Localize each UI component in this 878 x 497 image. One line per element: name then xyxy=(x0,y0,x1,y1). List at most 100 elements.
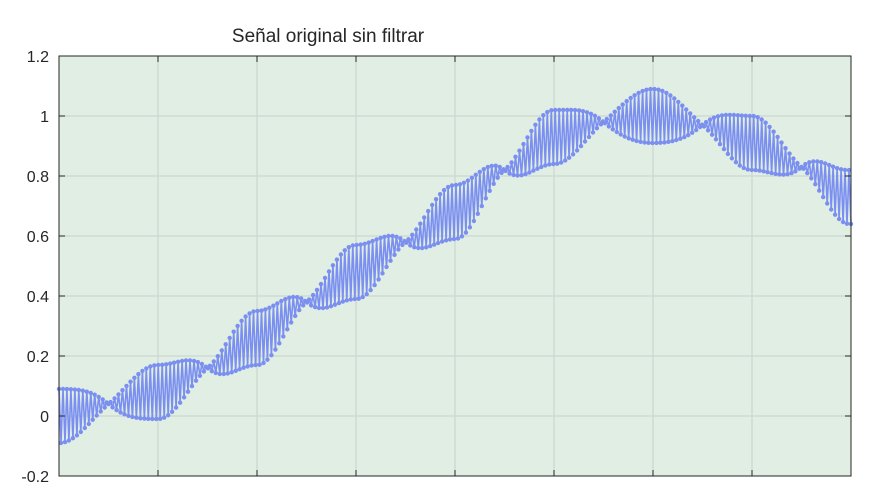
data-point xyxy=(836,216,842,222)
data-point xyxy=(370,238,375,244)
data-point xyxy=(281,334,286,339)
data-point xyxy=(90,417,95,422)
data-point xyxy=(318,281,324,287)
data-point xyxy=(74,433,80,438)
data-point xyxy=(523,171,528,177)
data-point xyxy=(844,221,850,226)
data-point xyxy=(340,299,345,304)
data-point xyxy=(543,163,548,168)
data-point xyxy=(565,107,570,113)
data-point xyxy=(491,181,496,186)
data-point xyxy=(308,303,314,308)
data-point xyxy=(721,146,727,152)
data-point xyxy=(670,138,675,144)
data-point xyxy=(330,263,336,268)
data-point xyxy=(128,379,133,384)
data-point xyxy=(110,405,115,410)
data-point xyxy=(187,358,193,363)
data-point xyxy=(676,99,681,105)
data-point xyxy=(213,370,218,376)
data-point xyxy=(656,87,661,92)
data-point xyxy=(92,392,97,397)
data-point xyxy=(279,298,284,304)
data-point xyxy=(229,370,234,375)
data-point xyxy=(320,305,326,311)
data-point xyxy=(834,166,840,171)
data-point xyxy=(513,154,518,159)
data-point xyxy=(201,369,207,374)
data-point xyxy=(553,107,558,113)
data-point xyxy=(162,415,167,420)
data-point xyxy=(364,292,369,297)
data-point xyxy=(727,112,733,118)
data-point xyxy=(725,151,731,157)
data-point xyxy=(773,171,778,177)
data-point xyxy=(297,307,302,313)
data-point xyxy=(545,109,550,115)
data-point xyxy=(805,170,810,176)
data-point xyxy=(809,176,814,181)
data-point xyxy=(535,166,540,171)
data-point xyxy=(777,172,782,177)
data-point xyxy=(509,160,514,165)
data-point xyxy=(803,162,808,167)
data-point xyxy=(459,234,465,239)
data-point xyxy=(134,415,139,420)
data-point xyxy=(674,137,679,143)
data-point xyxy=(70,436,76,441)
data-point xyxy=(640,88,645,94)
data-point xyxy=(62,439,68,445)
data-point xyxy=(568,107,574,113)
data-point xyxy=(273,347,278,352)
data-point xyxy=(616,105,621,111)
data-point xyxy=(293,313,298,319)
data-point xyxy=(191,358,197,364)
data-point xyxy=(465,178,471,183)
data-point xyxy=(795,160,800,166)
data-point xyxy=(126,413,131,418)
data-point xyxy=(410,232,415,237)
data-point xyxy=(541,113,546,118)
plot-frame xyxy=(58,55,852,477)
data-point xyxy=(275,301,280,306)
data-point xyxy=(479,203,484,209)
series-line xyxy=(56,86,854,446)
data-point xyxy=(185,389,191,394)
data-point xyxy=(572,107,578,113)
data-point xyxy=(507,171,512,176)
data-point xyxy=(815,159,820,164)
data-point xyxy=(316,305,322,311)
data-point xyxy=(328,304,334,309)
data-point xyxy=(610,127,615,132)
data-point xyxy=(283,297,288,302)
data-point xyxy=(485,164,490,170)
data-point xyxy=(779,140,784,145)
data-point xyxy=(620,102,625,107)
data-point xyxy=(408,243,413,248)
data-point xyxy=(58,440,64,446)
data-point xyxy=(108,399,113,405)
data-point xyxy=(368,287,373,293)
data-point xyxy=(646,140,651,145)
data-point xyxy=(84,389,90,394)
data-point xyxy=(217,371,222,377)
data-point xyxy=(171,360,177,365)
data-point xyxy=(207,363,213,368)
data-point xyxy=(701,124,707,129)
data-point xyxy=(785,172,790,177)
data-point xyxy=(505,164,510,170)
data-point xyxy=(539,164,544,170)
data-point xyxy=(132,375,137,380)
data-point xyxy=(570,152,576,157)
data-point xyxy=(445,184,451,190)
data-point xyxy=(612,109,617,115)
data-point xyxy=(100,397,105,402)
data-point xyxy=(838,167,844,172)
data-point xyxy=(418,221,423,226)
data-point xyxy=(574,148,580,153)
data-point xyxy=(594,126,600,131)
data-point xyxy=(626,136,631,141)
data-point xyxy=(160,362,165,367)
data-point xyxy=(80,388,86,393)
data-point xyxy=(723,112,729,118)
